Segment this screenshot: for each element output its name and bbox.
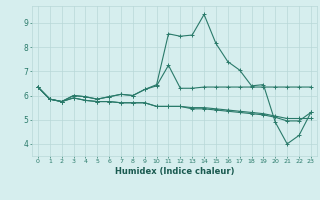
X-axis label: Humidex (Indice chaleur): Humidex (Indice chaleur) [115,167,234,176]
